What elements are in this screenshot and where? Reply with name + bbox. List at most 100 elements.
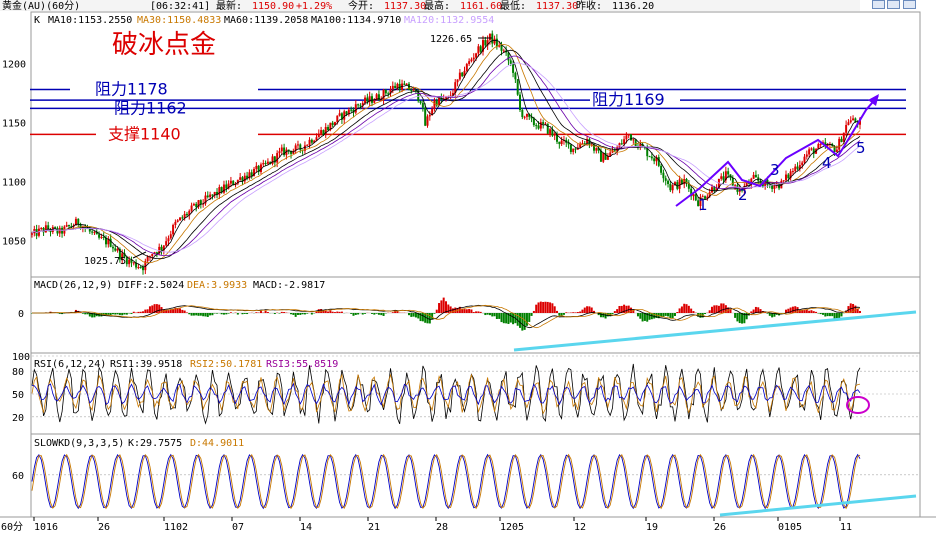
macd-bar [729,308,732,313]
candle-body [669,183,672,191]
macd-bar [303,313,306,315]
candle-body [546,123,549,134]
macd-bar [676,312,679,313]
macd-bar [766,313,769,314]
macd-bar [153,304,156,313]
candle-body [583,143,586,145]
macd-bar [451,308,454,313]
macd-bar [137,311,140,313]
candle-body [479,46,482,52]
macd-bar [475,311,478,313]
candle-body [375,94,378,101]
macd-bar [461,308,464,313]
macd-bar [197,313,200,316]
macd-bar [835,313,838,321]
candle-body [61,227,64,234]
candle-body [179,217,182,221]
candle-body [514,72,517,80]
macd-bar [530,313,533,316]
candle-body [653,158,656,162]
candle-body [569,144,572,152]
candle-body [488,33,491,41]
macd-bar [151,305,154,313]
candle-body [102,236,105,238]
candle-body [391,85,394,90]
candle-body [377,94,380,100]
x-tick-label: 19 [646,522,658,533]
candle-body [690,188,693,197]
macd-bar [382,313,385,316]
candle-body [840,138,843,142]
macd-bar [259,311,262,313]
macd-bar [105,313,108,316]
macd-bar [713,305,716,313]
macd-bar [667,313,670,317]
candle-body [280,147,283,152]
y-tick-label: 1150 [2,119,26,130]
macd-bar [491,313,494,317]
candle-body [556,134,559,142]
macd-value: MACD:-2.9817 [253,280,325,291]
candle-body [847,122,850,126]
candle-body [121,253,124,260]
candle-body [472,57,475,60]
candle-body [648,156,651,158]
high-marker: 1226.65 [430,34,472,45]
candle-body [329,122,332,130]
candle-body [296,144,299,146]
x-tick-label: 07 [232,522,244,533]
macd-bar [317,309,320,313]
candle-body [241,177,244,182]
candle-body [579,143,582,148]
macd-bar [643,313,646,321]
candle-body [706,196,709,199]
candle-body [364,97,367,103]
candle-body [606,156,609,160]
candle-body [581,143,584,145]
macd-bar [338,311,341,313]
macd-bar [243,313,246,314]
macd-bar [810,310,813,313]
wave-path [675,95,879,207]
window-maximize-button[interactable] [887,0,900,9]
macd-bar [639,313,642,319]
window-close-button[interactable] [903,0,916,9]
macd-bar [683,303,686,313]
candle-body [676,182,679,189]
macd-bar [502,313,505,324]
candle-body [366,97,369,102]
macd-zero-label: 0 [18,309,24,320]
candle-body [449,95,452,97]
candle-body [290,151,293,154]
candle-body [382,89,385,100]
candle-body [667,180,670,184]
macd-bar [370,313,373,314]
candle-body [727,171,730,175]
macd-bar [396,310,399,313]
candle-body [662,172,665,179]
candle-body [183,213,186,218]
candle-body [197,200,200,207]
candle-body [414,89,417,92]
candle-body [49,229,52,233]
candle-body [805,154,808,157]
candle-body [771,185,774,189]
macd-bar [794,306,797,313]
candle-body [412,89,415,91]
candle-body [58,227,61,234]
window-restore-button[interactable] [872,0,885,9]
candle-body [641,143,644,147]
macd-bar [438,303,441,313]
macd-bar [715,305,718,313]
candle-body [692,194,695,197]
candle-body [530,116,533,119]
candle-body [354,104,357,113]
candle-body [266,161,269,164]
macd-bar [653,313,656,319]
candle-body [257,165,260,172]
candle-body [424,107,427,126]
candle-body [752,174,755,179]
candle-body [248,172,251,179]
candle-body [461,72,464,77]
